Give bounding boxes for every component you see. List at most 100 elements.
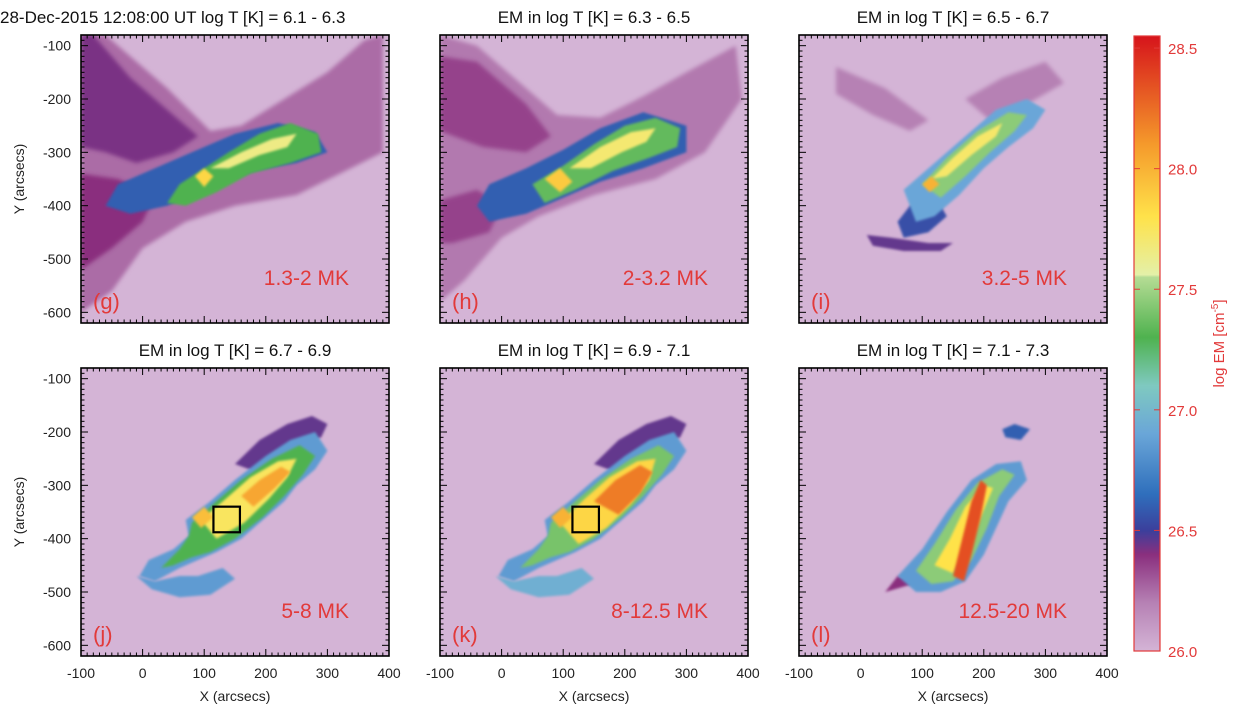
em-map	[836, 61, 1064, 251]
panel-title: EM in log T [K] = 6.5 - 6.7	[857, 8, 1050, 27]
temperature-label: 8-12.5 MK	[611, 600, 708, 623]
colorbar-label: log EM [cm-5]	[1210, 299, 1228, 387]
panel-letter: (l)	[811, 622, 831, 647]
em-region	[81, 35, 198, 163]
em-region	[195, 168, 214, 187]
panel-title: EM in log T [K] = 6.7 - 6.9	[139, 341, 332, 360]
em-region	[569, 128, 656, 169]
em-region	[866, 235, 953, 251]
em-region	[965, 61, 1064, 121]
colorbar-ramp	[1133, 35, 1161, 652]
em-map	[885, 424, 1030, 592]
x-tick-label: -100	[67, 665, 95, 681]
colorbar-tick-label: 26.5	[1168, 523, 1197, 540]
em-region	[594, 465, 653, 515]
em-region	[550, 506, 573, 528]
x-axis-label: X (arcsecs)	[559, 688, 630, 704]
em-region	[836, 67, 929, 131]
y-tick-label: -500	[43, 584, 71, 600]
panel-l: EM in log T [K] = 7.1 - 7.3 (l) 12.5-20 MK…	[785, 341, 1119, 704]
temperature-label: 3.2-5 MK	[982, 267, 1067, 290]
panel-title: EM in log T [K] = 6.9 - 7.1	[498, 341, 691, 360]
y-axis-label: Y (arcsecs)	[11, 144, 27, 215]
em-region	[953, 480, 987, 582]
em-region	[1002, 424, 1030, 440]
x-tick-label: 0	[857, 665, 865, 681]
x-tick-label: 300	[1034, 665, 1058, 681]
em-region	[235, 416, 328, 472]
y-tick-label: -200	[43, 424, 71, 440]
em-region	[922, 176, 940, 193]
panel-letter: (g)	[93, 289, 120, 314]
x-tick-label: 200	[254, 665, 278, 681]
panel-letter: (i)	[811, 289, 831, 314]
panel-letter: (k)	[452, 622, 478, 647]
panel-letter: (h)	[452, 289, 479, 314]
em-map	[440, 35, 742, 302]
x-tick-label: 100	[911, 665, 935, 681]
em-region	[136, 568, 235, 598]
em-region	[210, 133, 297, 169]
em-region	[241, 466, 291, 507]
colorbar: 26.0 26.5 27.0 27.5 28.0 28.5 log EM [cm-5]	[1133, 35, 1228, 661]
x-tick-label: 400	[736, 665, 760, 681]
selection-box	[212, 505, 242, 534]
colorbar-label-sup: -5	[1210, 303, 1221, 312]
x-tick-label: 0	[139, 665, 147, 681]
x-tick-label: 200	[613, 665, 637, 681]
em-region	[594, 416, 687, 472]
em-region	[440, 56, 551, 153]
panel-g: 28-Dec-2015 12:08:00 UT log T [K] = 6.1 …	[0, 8, 390, 324]
colorbar-tick-label: 27.0	[1168, 403, 1197, 420]
em-region	[191, 506, 214, 528]
x-tick-label: 300	[316, 665, 340, 681]
y-tick-label: -400	[43, 531, 71, 547]
temperature-label: 1.3-2 MK	[264, 267, 349, 290]
colorbar-label-end: ]	[1211, 299, 1228, 303]
x-tick-label: 300	[675, 665, 699, 681]
x-tick-label: 100	[552, 665, 576, 681]
x-tick-label: -100	[426, 665, 454, 681]
x-axis-label: X (arcsecs)	[918, 688, 989, 704]
colorbar-tick-label: 27.5	[1168, 282, 1197, 299]
y-tick-label: -100	[43, 371, 71, 387]
x-tick-label: 0	[498, 665, 506, 681]
panel-k: EM in log T [K] = 6.9 - 7.1 (k) 8-12.5 MK -…	[426, 341, 760, 704]
em-region	[495, 568, 594, 598]
y-axis-label: Y (arcsecs)	[11, 477, 27, 548]
em-region	[544, 168, 573, 193]
panel-title: 28-Dec-2015 12:08:00 UT log T [K] = 6.1 …	[0, 8, 345, 27]
panel-title: EM in log T [K] = 7.1 - 7.3	[857, 341, 1050, 360]
em-region	[931, 123, 1003, 179]
y-tick-label: -100	[43, 38, 71, 54]
y-tick-label: -200	[43, 91, 71, 107]
x-tick-label: 200	[972, 665, 996, 681]
x-tick-label: 100	[193, 665, 217, 681]
em-region	[922, 112, 1027, 198]
temperature-label: 2-3.2 MK	[623, 267, 708, 290]
y-tick-label: -600	[43, 304, 71, 320]
panel-h: EM in log T [K] = 6.3 - 6.5 (h) 2-3.2 MK	[439, 8, 749, 324]
temperature-label: 12.5-20 MK	[958, 600, 1067, 623]
panel-letter: (j)	[93, 622, 113, 647]
em-map	[81, 35, 383, 313]
panel-j: EM in log T [K] = 6.7 - 6.9 (j) 5-8 MK -100…	[11, 341, 401, 704]
panels-layer: 28-Dec-2015 12:08:00 UT log T [K] = 6.1 …	[0, 8, 1119, 704]
colorbar-tick-label: 28.0	[1168, 162, 1197, 179]
y-tick-label: -300	[43, 144, 71, 160]
y-tick-label: -500	[43, 251, 71, 267]
selection-box	[571, 505, 601, 534]
colorbar-tick-label: 26.0	[1168, 644, 1197, 661]
x-tick-label: -100	[785, 665, 813, 681]
x-tick-label: 400	[1095, 665, 1119, 681]
panel-i: EM in log T [K] = 6.5 - 6.7 (i) 3.2-5 MK	[798, 8, 1108, 324]
colorbar-tick-label: 28.5	[1168, 41, 1197, 58]
colorbar-label-text: log EM [cm	[1211, 313, 1228, 388]
y-tick-label: -300	[43, 477, 71, 493]
x-tick-label: 400	[377, 665, 401, 681]
x-axis-label: X (arcsecs)	[200, 688, 271, 704]
panel-title: EM in log T [K] = 6.3 - 6.5	[498, 8, 691, 27]
temperature-label: 5-8 MK	[281, 600, 349, 623]
y-tick-label: -600	[43, 637, 71, 653]
